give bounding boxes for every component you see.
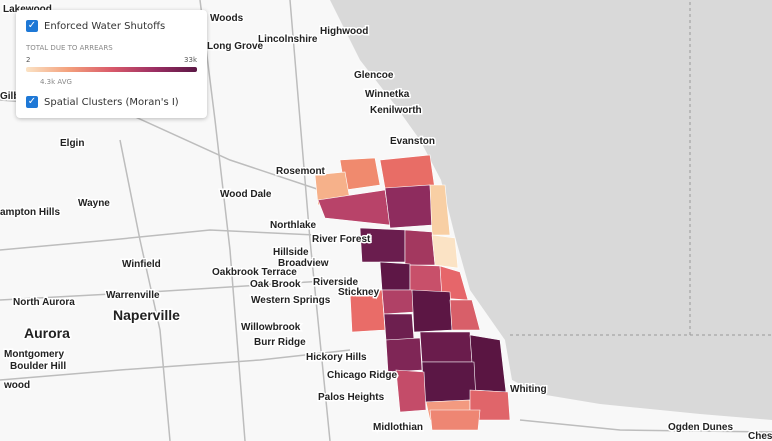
place-label: North Aurora	[13, 297, 75, 308]
area	[383, 313, 415, 341]
place-label: Stickney	[338, 287, 380, 298]
place-label: Riverside	[313, 277, 358, 288]
place-label: Palos Heights	[318, 392, 385, 403]
checkbox[interactable]: ✓	[26, 96, 38, 108]
place-label: Glencoe	[354, 70, 394, 81]
road	[0, 279, 341, 301]
place-label: Wayne	[78, 198, 110, 209]
place-label: Winnetka	[365, 89, 410, 100]
place-label: Whiting	[510, 384, 547, 395]
scale-avg: 4.3k AVG	[40, 78, 72, 86]
layer-toggle[interactable]: ✓ Enforced Water Shutoffs	[26, 20, 165, 32]
road	[0, 349, 351, 381]
place-label: Wood Dale	[220, 189, 272, 200]
area	[429, 409, 481, 431]
place-label: Midlothian	[373, 422, 423, 433]
area	[379, 154, 436, 191]
legend-panel: ✓ Enforced Water Shutoffs TOTAL DUE TO AR…	[16, 10, 207, 118]
layer-toggle[interactable]: ✓ Spatial Clusters (Moran's I)	[26, 96, 179, 108]
place-label: Warrenville	[106, 290, 160, 301]
road	[0, 229, 316, 251]
place-label: Ogden Dunes	[668, 422, 733, 433]
road	[289, 0, 331, 441]
place-label: Boulder Hill	[10, 361, 66, 372]
place-label: ampton Hills	[0, 207, 60, 218]
place-label: Highwood	[320, 26, 368, 37]
place-label: Evanston	[390, 136, 435, 147]
area	[419, 331, 473, 363]
place-label: wood	[3, 380, 30, 391]
place-label: Burr Ridge	[254, 337, 306, 348]
lake-michigan	[330, 0, 772, 420]
place-label: Montgomery	[4, 349, 64, 360]
layer-label: Enforced Water Shutoffs	[44, 20, 166, 32]
area	[449, 299, 481, 331]
place-label: Long Grove	[207, 41, 264, 52]
area	[431, 234, 459, 269]
place-label: Kenilworth	[370, 105, 422, 116]
place-label: Oak Brook	[250, 279, 301, 290]
place-label: Chicago Ridge	[327, 370, 397, 381]
place-label: Gilb	[0, 91, 19, 102]
scale-min: 2	[26, 56, 31, 64]
place-label: River Forest	[312, 234, 371, 245]
place-label: Aurora	[24, 325, 70, 341]
road	[119, 139, 171, 441]
area	[409, 264, 443, 293]
area	[379, 261, 411, 291]
road	[199, 0, 246, 441]
place-label: Rosemont	[276, 166, 326, 177]
area	[381, 289, 415, 315]
scale-max: 33k	[184, 56, 197, 64]
area	[421, 361, 477, 403]
area	[385, 337, 423, 373]
place-label: Western Springs	[251, 295, 331, 306]
checkbox[interactable]: ✓	[26, 20, 38, 32]
place-label: Broadview	[278, 258, 329, 269]
place-label: Winfield	[122, 259, 161, 270]
place-label: Lincolnshire	[258, 34, 318, 45]
place-label: Willowbrook	[241, 322, 301, 333]
place-label: Woods	[210, 13, 244, 24]
place-label: Naperville	[113, 307, 180, 323]
place-label: Ches	[748, 431, 772, 441]
scale-title: TOTAL DUE TO ARREARS	[26, 44, 113, 52]
place-label: Elgin	[60, 138, 84, 149]
area	[411, 289, 453, 333]
place-label: Hickory Hills	[306, 352, 367, 363]
area	[404, 229, 436, 266]
place-labels: LakewoodWoodsLincolnshireHighwoodLong Gr…	[0, 3, 772, 441]
color-scale	[26, 67, 197, 72]
road	[519, 419, 772, 433]
area	[429, 184, 451, 236]
choropleth	[314, 154, 511, 431]
place-label: Hillside	[273, 247, 309, 258]
place-label: Oakbrook Terrace	[212, 267, 297, 278]
place-label: Northlake	[270, 220, 317, 231]
area	[395, 369, 427, 413]
area	[384, 184, 433, 229]
layer-label: Spatial Clusters (Moran's I)	[44, 96, 179, 108]
